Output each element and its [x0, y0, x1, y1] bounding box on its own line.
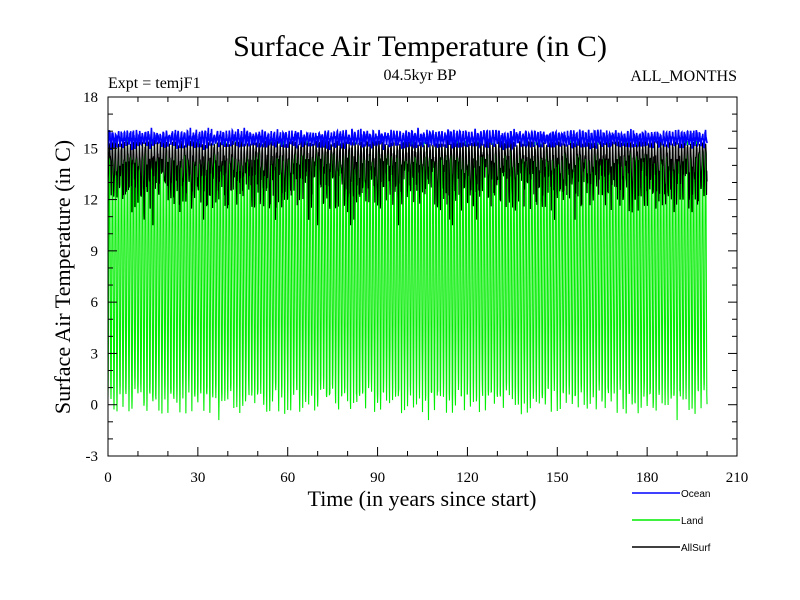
x-tick-label: 180 — [636, 470, 659, 486]
y-tick-label: 3 — [91, 346, 99, 362]
series-line-allsurf — [108, 139, 708, 226]
x-tick-label: 90 — [370, 470, 385, 486]
chart-subtitle: 04.5kyr BP — [384, 67, 457, 84]
x-tick-label: 0 — [104, 470, 112, 486]
x-tick-label: 120 — [456, 470, 479, 486]
y-tick-label: 0 — [91, 398, 99, 414]
x-axis-label: Time (in years since start) — [308, 486, 537, 511]
legend-label-allsurf: AllSurf — [681, 543, 711, 554]
series-line-ocean — [108, 127, 708, 152]
x-tick-label: 150 — [546, 470, 569, 486]
legend-label-ocean: Ocean — [681, 489, 710, 500]
x-tick-label: 30 — [190, 470, 205, 486]
x-tick-label: 210 — [726, 470, 749, 486]
period-label: ALL_MONTHS — [630, 68, 737, 85]
series-line-land — [108, 138, 708, 421]
y-tick-label: 9 — [91, 244, 99, 260]
plot-frame — [107, 96, 738, 457]
y-axis-label: Surface Air Temperature (in C) — [50, 140, 75, 414]
y-tick-label: -3 — [86, 449, 99, 465]
y-tick-label: 6 — [91, 295, 99, 311]
y-tick-label: 18 — [83, 90, 98, 106]
legend: Ocean Land AllSurf — [632, 489, 711, 554]
y-tick-label: 12 — [83, 193, 98, 209]
chart-title: Surface Air Temperature (in C) — [233, 30, 607, 63]
x-tick-label: 60 — [280, 470, 295, 486]
legend-label-land: Land — [681, 516, 703, 527]
experiment-label: Expt = temjF1 — [108, 75, 201, 92]
y-tick-label: 15 — [83, 141, 98, 157]
